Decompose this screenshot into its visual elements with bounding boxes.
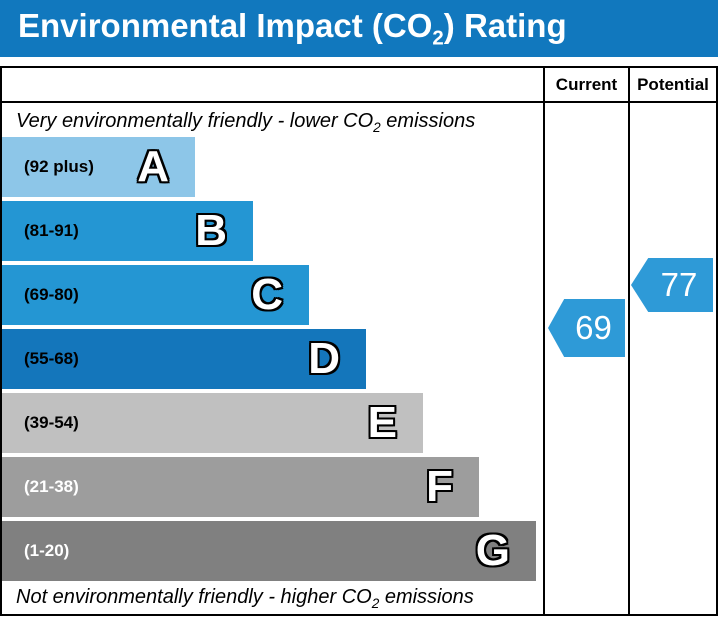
band-range-d: (55-68)	[24, 349, 79, 368]
band-letter-c: C	[251, 270, 283, 319]
caption-top-text-end: emissions	[380, 110, 476, 132]
page-title-text-end: ) Rating	[443, 6, 567, 44]
rating-scale: Very environmentally friendly - lower CO…	[2, 103, 543, 614]
potential-column: 77	[628, 103, 716, 614]
page-title-text: Environmental Impact (CO	[18, 6, 433, 44]
title-bar: Environmental Impact (CO2) Rating	[0, 0, 718, 57]
current-column: 69	[543, 103, 628, 614]
band-letter-b: B	[195, 206, 227, 255]
band-row-a: (92 plus) A	[2, 137, 195, 197]
caption-bottom-subscript: 2	[371, 596, 380, 611]
header-potential: Potential	[628, 68, 716, 103]
band-row-b: (81-91) B	[2, 201, 253, 261]
page-title: Environmental Impact (CO2) Rating	[18, 7, 567, 51]
caption-bottom: Not environmentally friendly - higher CO…	[2, 581, 543, 614]
caption-top-subscript: 2	[373, 120, 381, 135]
header-current: Current	[543, 68, 628, 103]
caption-top-text: Very environmentally friendly - lower CO	[16, 110, 374, 132]
potential-score-arrow: 77	[631, 258, 713, 312]
caption-bottom-text-end: emissions	[379, 586, 474, 608]
band-letter-a: A	[137, 142, 169, 191]
band-row-c: (69-80) C	[2, 265, 309, 325]
band-letter-g: G	[475, 526, 510, 575]
band-row-d: (55-68) D	[2, 329, 366, 389]
band-letter-d: D	[308, 334, 340, 383]
band-range-e: (39-54)	[24, 413, 79, 432]
caption-top: Very environmentally friendly - lower CO…	[2, 103, 543, 137]
current-score-arrow: 69	[548, 299, 625, 357]
rating-table: Current Potential Very environmentally f…	[0, 66, 718, 616]
band-range-c: (69-80)	[24, 285, 79, 304]
band-range-g: (1-20)	[24, 541, 70, 560]
header-chart-spacer	[2, 68, 543, 103]
page-title-subscript: 2	[432, 26, 444, 50]
band-letter-e: E	[367, 398, 397, 447]
band-range-b: (81-91)	[24, 221, 79, 240]
band-row-f: (21-38) F	[2, 457, 479, 517]
band-range-a: (92 plus)	[24, 157, 94, 176]
band-row-g: (1-20) G	[2, 521, 536, 581]
caption-bottom-text: Not environmentally friendly - higher CO	[16, 586, 372, 608]
band-range-f: (21-38)	[24, 477, 79, 496]
band-letter-f: F	[426, 462, 453, 511]
band-row-e: (39-54) E	[2, 393, 423, 453]
potential-score-value: 77	[660, 266, 698, 303]
current-score-value: 69	[575, 309, 612, 346]
